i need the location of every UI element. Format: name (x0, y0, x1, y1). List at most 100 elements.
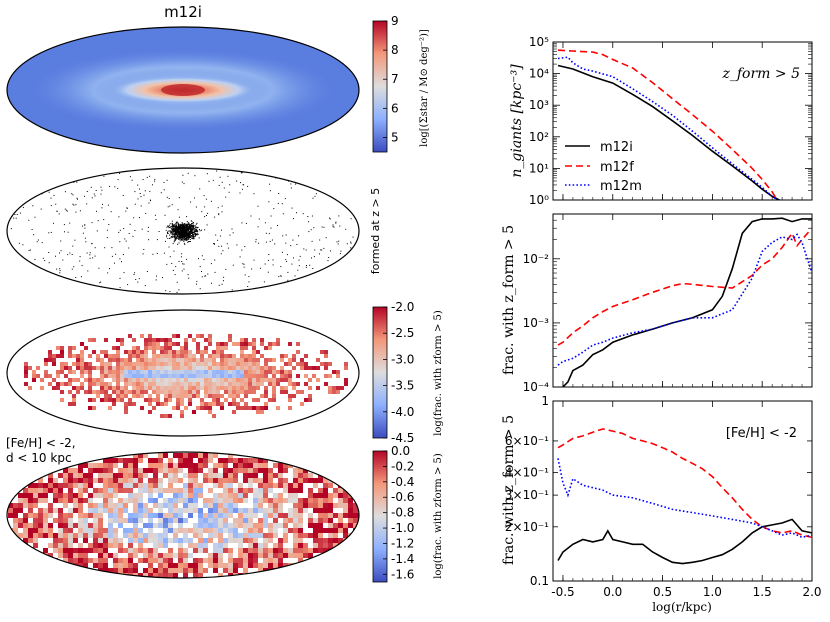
map-pixel (88, 406, 92, 410)
star-point (90, 186, 92, 188)
map-pixel (273, 483, 278, 488)
star-point (186, 226, 188, 228)
map-pixel (33, 533, 38, 538)
map-pixel (288, 382, 292, 386)
map-pixel (308, 523, 313, 528)
map-pixel (98, 553, 103, 558)
star-point (191, 228, 193, 230)
star-point (189, 224, 191, 226)
star-point (174, 233, 176, 235)
map-pixel (43, 518, 48, 523)
map-pixel (333, 523, 338, 528)
map-pixel (288, 406, 292, 410)
map-pixel (92, 390, 96, 394)
star-point (119, 287, 121, 289)
points-map (6, 167, 360, 295)
star-point (89, 257, 91, 259)
map-pixel (88, 513, 93, 518)
map-pixel (313, 538, 318, 543)
map-pixel (73, 468, 78, 473)
map-pixel (144, 382, 148, 386)
map-pixel (324, 362, 328, 366)
star-point (172, 224, 173, 226)
map-pixel (268, 533, 273, 538)
map-pixel (128, 563, 133, 568)
map-pixel (183, 463, 188, 468)
star-point (82, 225, 83, 227)
map-pixel (28, 503, 33, 508)
map-pixel (213, 468, 218, 473)
star-point (176, 234, 178, 235)
star-point (42, 257, 44, 259)
map-pixel (252, 354, 256, 358)
map-pixel (78, 498, 83, 503)
map-pixel (73, 493, 78, 498)
map-pixel (243, 533, 248, 538)
star-point (293, 171, 295, 173)
map-pixel (224, 366, 228, 370)
map-pixel (278, 558, 283, 563)
star-point (179, 234, 180, 236)
map-pixel (173, 568, 178, 573)
map-pixel (148, 573, 153, 578)
map-pixel (208, 518, 213, 523)
map-pixel (188, 463, 193, 468)
map-pixel (258, 463, 263, 468)
map-pixel (132, 378, 136, 382)
map-pixel (178, 558, 183, 563)
star-point (185, 238, 187, 240)
map-pixel (84, 366, 88, 370)
star-point (273, 170, 275, 172)
map-pixel (23, 523, 28, 528)
star-point (193, 225, 195, 227)
map-pixel (180, 382, 184, 386)
map-pixel (140, 378, 144, 382)
map-pixel (313, 518, 318, 523)
map-pixel (216, 362, 220, 366)
map-pixel (148, 346, 152, 350)
map-pixel (180, 374, 184, 378)
map-pixel (218, 533, 223, 538)
map-pixel (233, 478, 238, 483)
map-pixel (58, 543, 63, 548)
map-pixel (88, 354, 92, 358)
map-pixel (128, 366, 132, 370)
map-pixel (112, 358, 116, 362)
map-pixel (283, 518, 288, 523)
map-pixel (113, 563, 118, 568)
star-point (257, 226, 259, 228)
map-pixel (288, 548, 293, 553)
star-point (107, 272, 109, 274)
star-point (183, 224, 185, 226)
star-point (89, 252, 91, 254)
star-point (253, 193, 255, 195)
map-pixel (173, 508, 178, 513)
star-point (172, 228, 174, 230)
map-pixel (68, 478, 73, 483)
map-pixel (223, 528, 228, 533)
map-pixel (304, 382, 308, 386)
map-pixel (303, 498, 308, 503)
map-pixel (128, 488, 133, 493)
map-pixel (144, 390, 148, 394)
map-pixel (308, 478, 313, 483)
map-pixel (72, 362, 76, 366)
star-point (180, 231, 182, 232)
star-point (197, 232, 199, 234)
map-pixel (296, 342, 300, 346)
map-pixel (78, 513, 83, 518)
map-pixel (124, 374, 128, 378)
map-pixel (208, 382, 212, 386)
map-pixel (104, 366, 108, 370)
star-point (174, 228, 176, 230)
map-pixel (192, 374, 196, 378)
map-pixel (268, 398, 272, 402)
map-pixel (218, 523, 223, 528)
map-pixel (238, 543, 243, 548)
map-pixel (218, 578, 223, 583)
star-point (64, 208, 66, 210)
star-point (183, 235, 185, 237)
map-pixel (288, 398, 292, 402)
map-pixel (173, 488, 178, 493)
map-pixel (303, 553, 308, 558)
